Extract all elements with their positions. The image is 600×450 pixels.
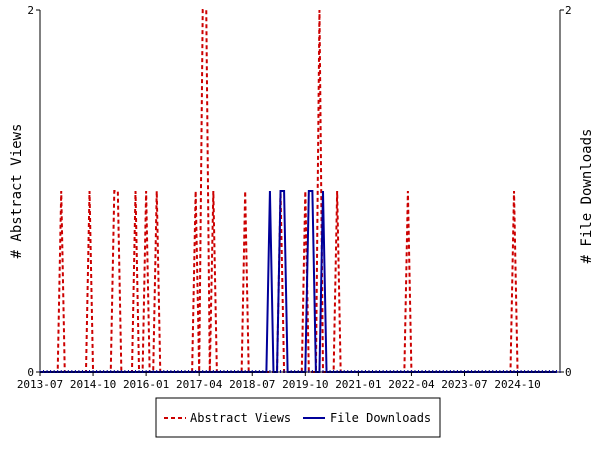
y-axis-left-title: # Abstract Views (9, 124, 25, 259)
x-tick-label: 2021-01 (335, 378, 381, 391)
legend-label-file-downloads: File Downloads (330, 411, 431, 425)
y-axis-right-title: # File Downloads (579, 129, 595, 264)
ticks-layer: 2013-07 2014-10 2016-01 2017-04 2018-07 2019-… (17, 4, 572, 391)
x-tick-label: 2013-07 (17, 378, 63, 391)
x-tick-label: 2017-04 (176, 378, 223, 391)
x-tick-label: 2016-01 (123, 378, 169, 391)
x-tick-label: 2019-10 (282, 378, 328, 391)
y-left-tick-label: 2 (27, 4, 34, 17)
y-right-tick-label: 2 (565, 4, 572, 17)
x-tick-label: 2023-07 (441, 378, 487, 391)
x-tick-label: 2022-04 (388, 378, 435, 391)
legend-box (155, 397, 441, 438)
series-layer (40, 9, 557, 373)
x-tick-label: 2014-10 (70, 378, 116, 391)
legend-label-abstract-views: Abstract Views (190, 411, 291, 425)
series-line-abstract-views (40, 9, 557, 373)
axes-layer (39, 10, 561, 373)
legend: Abstract Views File Downloads (155, 397, 441, 438)
y-left-tick-label: 0 (27, 366, 34, 379)
y-right-tick-label: 0 (565, 366, 572, 379)
x-tick-label: 2018-07 (229, 378, 275, 391)
x-tick-label: 2024-10 (494, 378, 540, 391)
series-line-file-downloads (40, 190, 557, 373)
